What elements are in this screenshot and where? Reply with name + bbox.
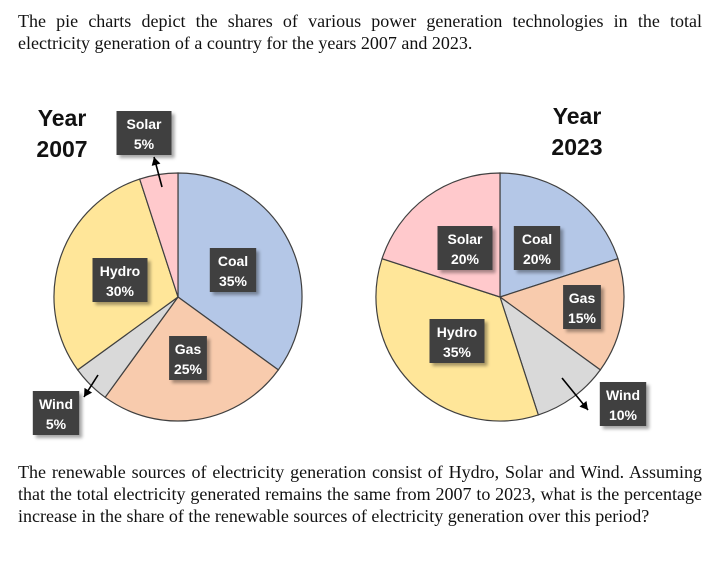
data-label-name: Hydro [437,324,477,340]
data-label-box [429,319,485,363]
data-label-hydro-2007: Hydro 30% [92,258,148,302]
data-label-name: Gas [175,341,202,357]
data-label-box [116,111,172,155]
data-label-name: Wind [39,396,73,412]
data-label-name: Solar [126,116,162,132]
data-label-name: Wind [606,387,640,403]
data-label-wind-2007: Wind 5% [32,391,80,435]
data-label-wind-2023: Wind 10% [599,382,647,426]
data-label-value: 20% [451,251,480,267]
data-label-value: 20% [523,251,552,267]
data-label-value: 30% [106,283,135,299]
chart-2007-title-line2: 2007 [36,136,88,162]
data-label-name: Gas [569,290,596,306]
data-label-value: 15% [568,310,597,326]
data-label-name: Coal [522,231,552,247]
data-label-coal-2007: Coal 35% [209,248,257,292]
data-label-name: Coal [218,253,248,269]
data-label-gas-2023: Gas 15% [563,285,601,329]
data-label-name: Solar [447,231,483,247]
chart-2007-title: Year 2007 [22,103,102,165]
pie-2007: Coal 35% Gas 25% Wind 5% Hydro 30% Solar 5% [32,111,303,435]
data-label-coal-2023: Coal 20% [513,226,561,270]
data-label-value: 35% [219,273,248,289]
chart-2023-title-line1: Year [552,103,602,129]
question-paragraph: The renewable sources of electricity gen… [18,462,702,526]
data-label-box [513,226,561,270]
data-label-box [437,226,493,270]
data-label-box [32,391,80,435]
data-label-box [563,285,601,329]
data-label-gas-2007: Gas 25% [169,336,207,380]
arrowhead-wind-2023 [579,400,588,410]
data-label-value: 5% [46,416,67,432]
data-label-box [169,336,207,380]
data-label-value: 25% [174,361,203,377]
data-label-box [599,382,647,426]
intro-paragraph: The pie charts depict the shares of vari… [18,11,702,53]
data-label-box [92,258,148,302]
data-label-hydro-2023: Hydro 35% [429,319,485,363]
arrowhead-wind-2007 [84,387,93,397]
data-label-solar-2023: Solar 20% [437,226,493,270]
slice-wind-2023 [498,295,602,416]
data-label-value: 10% [609,407,638,423]
data-label-box [209,248,257,292]
data-label-solar-2007: Solar 5% [116,111,172,155]
data-label-value: 5% [134,136,155,152]
chart-2007-title-line1: Year [37,105,87,131]
data-label-name: Hydro [100,263,140,279]
chart-2023-title: Year 2023 [537,101,617,163]
arrowhead-solar-2007 [151,157,161,166]
data-label-value: 35% [443,344,472,360]
pie-2023: Coal 20% Gas 15% Wind 10% Hydro 35% Solar 20% [375,172,647,426]
chart-2023-title-line2: 2023 [551,134,603,160]
